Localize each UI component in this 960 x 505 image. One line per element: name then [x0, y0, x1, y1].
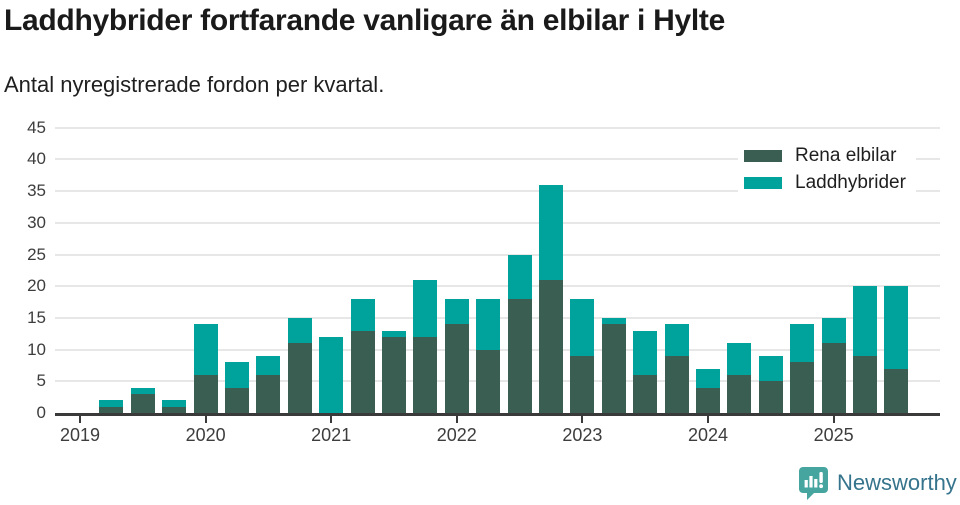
bar-segment-rena-elbilar — [507, 298, 532, 413]
gridline-25 — [55, 253, 940, 256]
bar-segment-laddhybrider — [193, 324, 218, 375]
y-tick-label-30: 30 — [27, 212, 46, 232]
bar-segment-rena-elbilar — [539, 279, 563, 413]
bar-segment-rena-elbilar — [413, 336, 438, 413]
gridline-20 — [55, 285, 940, 288]
bar-segment-rena-elbilar — [853, 355, 877, 413]
legend-item-laddhybrider: Laddhybrider — [744, 169, 906, 196]
bar-segment-laddhybrider — [99, 400, 124, 407]
bar-segment-rena-elbilar — [162, 406, 187, 413]
bar-segment-laddhybrider — [476, 298, 501, 350]
bar-segment-laddhybrider — [821, 317, 846, 344]
bar-segment-laddhybrider — [413, 279, 438, 337]
y-tick-label-10: 10 — [27, 339, 46, 359]
x-tick-mark-2021 — [330, 416, 333, 423]
bar-segment-laddhybrider — [758, 355, 783, 382]
bar-segment-rena-elbilar — [99, 406, 124, 413]
bar-segment-rena-elbilar — [570, 355, 595, 413]
x-tick-mark-2019 — [79, 416, 81, 423]
x-tick-label-2022: 2022 — [436, 425, 477, 445]
y-tick-label-35: 35 — [27, 181, 46, 201]
x-tick-label-2023: 2023 — [562, 425, 603, 445]
bar-segment-rena-elbilar — [130, 393, 155, 413]
bar-segment-rena-elbilar — [696, 387, 720, 413]
newsworthy-logo-text: Newsworthy — [837, 470, 957, 495]
bar-segment-laddhybrider — [884, 286, 909, 369]
y-tick-label-0: 0 — [36, 403, 46, 422]
bar-segment-laddhybrider — [130, 387, 155, 394]
bar-segment-laddhybrider — [225, 362, 249, 388]
y-tick-label-25: 25 — [27, 244, 46, 264]
newsworthy-logo-icon — [799, 467, 828, 500]
bar-segment-rena-elbilar — [727, 374, 752, 413]
bar-segment-rena-elbilar — [664, 355, 689, 413]
newsworthy-branding: Newsworthy — [798, 466, 957, 500]
plot-area: 2019 2020 2021 2022 2023 2024 2025 — [55, 120, 940, 450]
gridline-30 — [55, 221, 940, 224]
chart-legend: Rena elbilar Laddhybrider — [738, 139, 916, 199]
bar-segment-laddhybrider — [790, 324, 815, 363]
bar-segment-rena-elbilar — [821, 343, 846, 413]
x-tick-label-2020: 2020 — [185, 425, 226, 445]
legend-label-rena-elbilar: Rena elbilar — [795, 144, 897, 166]
bar-segment-laddhybrider — [539, 184, 563, 280]
bar-segment-laddhybrider — [507, 254, 532, 299]
bar-segment-laddhybrider — [853, 286, 877, 356]
bar-segment-rena-elbilar — [790, 362, 815, 413]
bar-segment-laddhybrider — [570, 298, 595, 356]
legend-item-rena-elbilar: Rena elbilar — [744, 142, 906, 169]
legend-label-laddhybrider: Laddhybrider — [795, 171, 906, 193]
bar-segment-rena-elbilar — [601, 324, 626, 413]
bar-segment-rena-elbilar — [256, 374, 281, 413]
bar-segment-rena-elbilar — [633, 374, 658, 413]
y-axis: 0 5 10 15 20 25 30 35 40 45 — [0, 117, 46, 430]
bar-segment-rena-elbilar — [382, 336, 406, 413]
bar-segment-rena-elbilar — [287, 343, 312, 413]
y-tick-label-15: 15 — [27, 307, 46, 327]
x-tick-mark-2024 — [707, 416, 709, 423]
bar-segment-laddhybrider — [633, 330, 658, 375]
x-tick-label-2024: 2024 — [687, 425, 729, 445]
y-tick-label-5: 5 — [36, 371, 46, 391]
bar-segment-laddhybrider — [350, 298, 375, 331]
bar-segment-laddhybrider — [287, 317, 312, 344]
bar-segment-laddhybrider — [601, 317, 626, 325]
bar-segment-laddhybrider — [162, 400, 187, 407]
x-tick-mark-2020 — [204, 416, 207, 423]
gridline-35 — [55, 190, 940, 193]
bar-segment-laddhybrider — [727, 343, 752, 375]
chart-subtitle: Antal nyregistrerade fordon per kvartal. — [4, 72, 385, 97]
y-tick-label-45: 45 — [27, 117, 46, 137]
bar-segment-rena-elbilar — [444, 324, 469, 413]
bar-segment-rena-elbilar — [350, 330, 375, 413]
bar-segment-laddhybrider — [256, 355, 281, 375]
gridline-40 — [55, 158, 940, 161]
x-tick-label-2019: 2019 — [59, 425, 101, 445]
x-tick-mark-2023 — [581, 416, 584, 423]
x-tick-mark-2022 — [455, 416, 458, 423]
y-tick-label-20: 20 — [27, 276, 46, 296]
bar-segment-laddhybrider — [382, 330, 406, 337]
x-axis-line — [55, 413, 940, 416]
x-tick-label-2021: 2021 — [311, 425, 352, 445]
legend-swatch-rena-elbilar — [744, 149, 782, 162]
x-tick-mark-2025 — [832, 416, 835, 423]
bar-segment-rena-elbilar — [758, 381, 783, 413]
y-tick-label-40: 40 — [27, 149, 46, 169]
legend-swatch-laddhybrider — [744, 176, 782, 189]
x-tick-label-2025: 2025 — [813, 425, 854, 445]
bar-segment-rena-elbilar — [193, 374, 218, 413]
bar-segment-laddhybrider — [664, 324, 689, 356]
bar-segment-laddhybrider — [319, 336, 344, 413]
gridline-45 — [55, 126, 940, 129]
chart-title: Laddhybrider fortfarande vanligare än el… — [4, 4, 725, 37]
bar-segment-laddhybrider — [696, 368, 720, 388]
bar-segment-laddhybrider — [444, 298, 469, 325]
bar-segment-rena-elbilar — [476, 349, 501, 413]
bar-segment-rena-elbilar — [225, 387, 249, 413]
bar-segment-rena-elbilar — [884, 368, 909, 413]
